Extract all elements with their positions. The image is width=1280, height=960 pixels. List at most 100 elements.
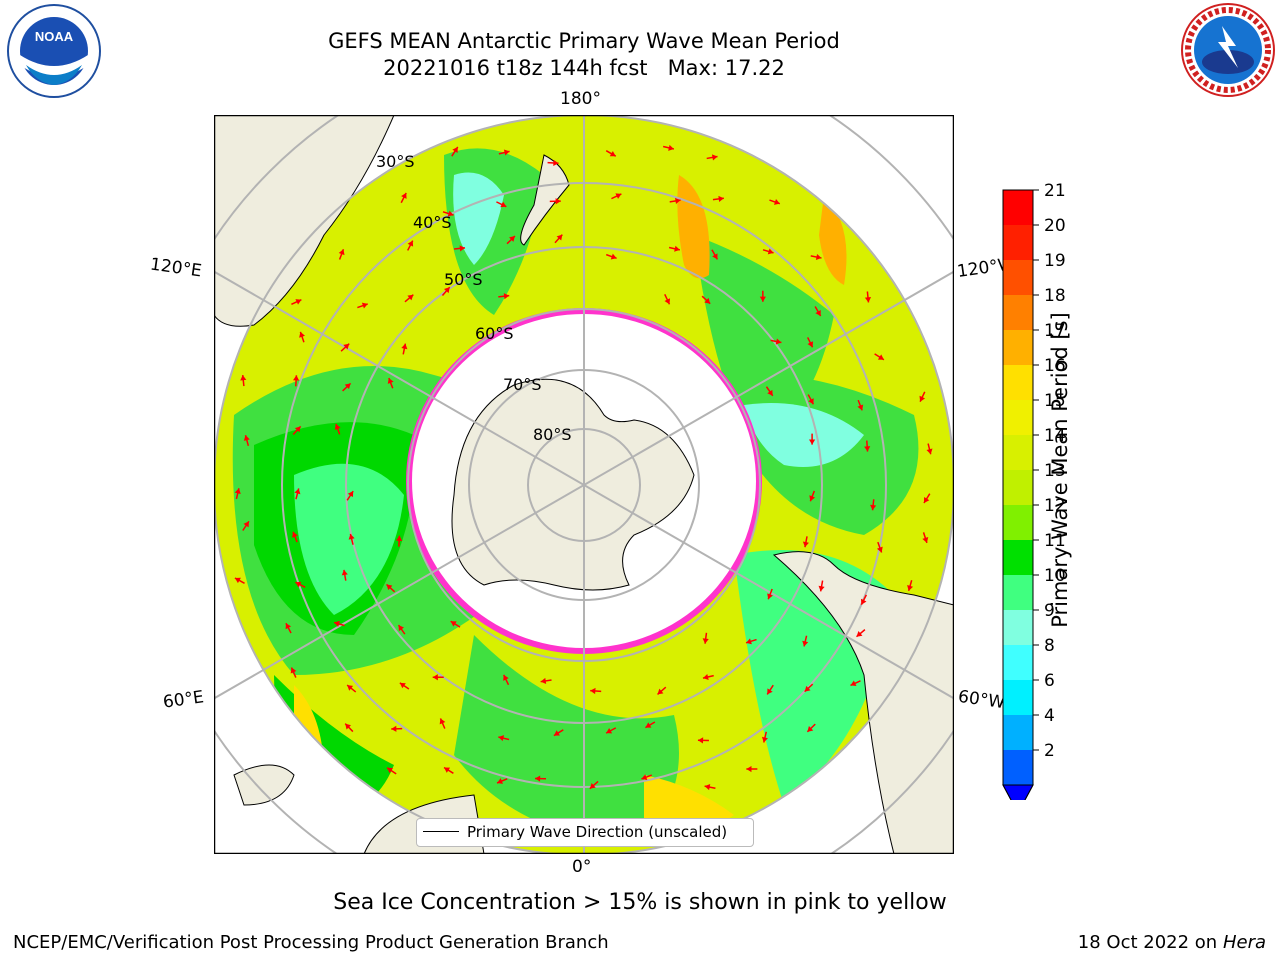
colorbar-segment bbox=[1003, 435, 1033, 470]
wave-arrow-head bbox=[860, 598, 867, 605]
colorbar-tick-label: 4 bbox=[1044, 706, 1055, 726]
footer-credit: NCEP/EMC/Verification Post Processing Pr… bbox=[13, 932, 609, 953]
wave-arrow-head bbox=[775, 338, 782, 345]
legend-line-swatch bbox=[423, 831, 459, 832]
wave-arrow-head bbox=[590, 687, 596, 695]
wave-arrow-head bbox=[767, 248, 774, 255]
colorbar-tick-label: 9 bbox=[1044, 601, 1055, 621]
lon-label-60e: 60°E bbox=[161, 687, 206, 713]
wave-arrow-head bbox=[718, 195, 724, 202]
colorbar-segment bbox=[1003, 540, 1033, 575]
colorbar-segment bbox=[1003, 470, 1033, 505]
wave-arrow-head bbox=[443, 287, 450, 294]
wave-arrow-head bbox=[606, 727, 613, 734]
wave-arrow-head bbox=[815, 253, 822, 261]
lon-label-180: 180° bbox=[560, 89, 601, 109]
footer-date: 18 Oct 2022 on Hera bbox=[1078, 932, 1266, 953]
colorbar-segment bbox=[1003, 260, 1033, 295]
new-zealand bbox=[520, 154, 570, 246]
wave-arrow-head bbox=[500, 201, 507, 208]
wave-arrow-head bbox=[398, 625, 405, 632]
wave-arrow-head bbox=[704, 297, 711, 304]
wave-arrow-head bbox=[657, 688, 664, 695]
colorbar-tick-label: 21 bbox=[1044, 181, 1066, 201]
wave-arrow-head bbox=[234, 577, 241, 584]
lat-label-80s: 80°S bbox=[533, 425, 572, 444]
wave-arrow-head bbox=[407, 240, 414, 247]
wave-arrow-head bbox=[807, 726, 814, 732]
wave-arrow-head bbox=[240, 375, 247, 381]
wave-arrow-head bbox=[459, 245, 465, 252]
wave-arrow-head bbox=[295, 299, 302, 305]
colorbar-tick-label: 8 bbox=[1044, 636, 1055, 656]
colorbar-segment bbox=[1003, 645, 1033, 680]
colorbar-tick-label: 14 bbox=[1044, 426, 1066, 446]
wave-arrow-head bbox=[746, 638, 752, 645]
lat-label-40s: 40°S bbox=[413, 213, 452, 232]
wave-arrow-head bbox=[503, 674, 509, 681]
wave-arrow-head bbox=[773, 199, 780, 205]
wave-arrow-head bbox=[818, 585, 825, 592]
wave-arrow-head bbox=[396, 535, 403, 541]
colorbar-tick-label: 10 bbox=[1044, 566, 1066, 586]
wave-arrow-head bbox=[450, 621, 457, 627]
polar-map bbox=[214, 115, 954, 854]
wave-arrow-head bbox=[387, 378, 394, 384]
wave-arrow-head bbox=[857, 404, 864, 411]
wave-arrow-head bbox=[540, 677, 547, 684]
wave-arrow-head bbox=[804, 685, 811, 692]
colorbar-tick-label: 6 bbox=[1044, 671, 1055, 691]
wave-arrow-head bbox=[243, 521, 249, 528]
colorbar-tick-label: 19 bbox=[1044, 251, 1066, 271]
wave-arrow-head bbox=[807, 341, 814, 348]
wave-arrow-head bbox=[850, 680, 857, 687]
sea-ice-caption: Sea Ice Concentration > 15% is shown in … bbox=[333, 890, 947, 915]
wave-arrow-head bbox=[919, 395, 926, 402]
wave-arrow-head bbox=[674, 197, 681, 205]
wave-arrow-head bbox=[555, 198, 561, 205]
colorbar-segment bbox=[1003, 295, 1033, 330]
colorbar-segment bbox=[1003, 400, 1033, 435]
graticule bbox=[214, 115, 954, 854]
colorbar-segment bbox=[1003, 225, 1033, 260]
wave-arrow-head bbox=[870, 504, 877, 511]
wave-arrow-head bbox=[664, 298, 671, 305]
wave-arrow-head bbox=[391, 725, 397, 732]
wave-arrow-head bbox=[432, 674, 438, 681]
wave-arrow-head bbox=[615, 193, 622, 199]
colorbar-label: Primary Wave Mean Period [s] bbox=[1048, 312, 1072, 628]
wave-arrow-head bbox=[759, 296, 766, 302]
wave-arrow-head bbox=[746, 765, 752, 773]
wave-arrow-head bbox=[334, 424, 341, 430]
colorbar-tick-label: 11 bbox=[1044, 531, 1066, 551]
wave-arrow-head bbox=[290, 667, 297, 674]
wave-arrow-head bbox=[401, 343, 408, 350]
wave-arrow-head bbox=[447, 210, 454, 217]
wave-arrow-head bbox=[338, 249, 345, 256]
wave-arrow-head bbox=[401, 192, 407, 199]
lat-label-30s: 30°S bbox=[376, 152, 415, 171]
colorbar-segment bbox=[1003, 330, 1033, 365]
wave-arrow-head bbox=[386, 584, 393, 591]
lat-label-70s: 70°S bbox=[503, 375, 542, 394]
wave-arrow-head bbox=[299, 331, 305, 338]
nws-logo bbox=[1181, 3, 1275, 97]
wave-arrow-head bbox=[341, 569, 348, 576]
lat-label-50s: 50°S bbox=[444, 270, 483, 289]
wave-arrow-head bbox=[553, 730, 560, 736]
wave-arrow-head bbox=[767, 593, 773, 600]
wave-arrow-head bbox=[704, 784, 711, 791]
antarctica bbox=[451, 378, 695, 591]
wave-arrow-head bbox=[295, 581, 302, 588]
wave-arrow-head bbox=[399, 682, 406, 689]
wave-arrow-head bbox=[641, 774, 648, 781]
colorbar-tick-label: 13 bbox=[1044, 461, 1066, 481]
wave-arrow-head bbox=[809, 495, 816, 502]
lon-label-120e: 120°E bbox=[148, 254, 203, 282]
wave-arrow-head bbox=[767, 688, 773, 695]
colorbar-tick-label: 18 bbox=[1044, 286, 1066, 306]
wave-arrow-head bbox=[444, 767, 451, 773]
wave-arrow-head bbox=[387, 767, 394, 774]
footer-host: Hera bbox=[1222, 932, 1266, 953]
wave-arrow-head bbox=[808, 439, 816, 445]
